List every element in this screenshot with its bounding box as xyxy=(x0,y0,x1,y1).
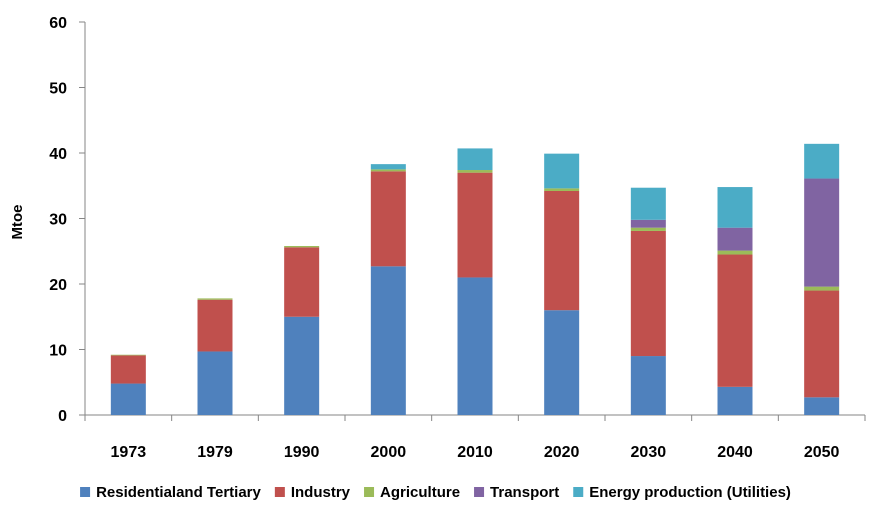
bar-segment xyxy=(197,298,233,300)
legend-item: Energy production (Utilities) xyxy=(573,484,791,501)
x-tick-label: 2000 xyxy=(371,444,407,461)
legend-swatch xyxy=(274,487,285,497)
y-tick-label: 60 xyxy=(49,15,67,32)
bars xyxy=(110,143,840,415)
x-tick-label: 1979 xyxy=(197,444,233,461)
x-tick-label: 1973 xyxy=(111,444,147,461)
bar-segment xyxy=(630,356,666,415)
bar-segment xyxy=(284,316,320,415)
legend-label: Agriculture xyxy=(380,484,460,501)
bar-segment xyxy=(370,164,406,170)
bar-segment xyxy=(717,254,753,387)
bar-segment xyxy=(110,355,146,384)
legend-item: Agriculture xyxy=(364,484,460,501)
bar-segment xyxy=(717,227,753,251)
bar-segment xyxy=(284,246,320,248)
bar-segment xyxy=(717,250,753,255)
x-tick-label: 1990 xyxy=(284,444,320,461)
legend-item: Industry xyxy=(274,484,351,501)
y-tick-label: 10 xyxy=(49,343,67,360)
bar-segment xyxy=(370,266,406,415)
bar-segment xyxy=(804,290,840,398)
legend-item: Transport xyxy=(474,484,559,501)
legend-swatch xyxy=(80,487,91,497)
legend-item: Residentialand Tertiary xyxy=(80,484,262,501)
bar-segment xyxy=(457,170,493,173)
bar-segment xyxy=(630,219,666,228)
legend-swatch xyxy=(474,487,485,497)
legend-label: Transport xyxy=(490,484,559,501)
bar-segment xyxy=(457,172,493,278)
bar-segment xyxy=(804,143,840,179)
legend-label: Industry xyxy=(291,484,351,501)
bar-segment xyxy=(370,169,406,172)
legend: Residentialand Tertiary Industry Agricultu… xyxy=(80,484,791,501)
y-tick-label: 0 xyxy=(58,408,67,425)
bar-segment xyxy=(284,247,320,317)
x-tick-label: 2030 xyxy=(631,444,667,461)
bar-segment xyxy=(457,277,493,415)
bar-segment xyxy=(197,351,233,415)
bar-segment xyxy=(717,187,753,228)
bar-segment xyxy=(370,171,406,267)
bar-segment xyxy=(630,227,666,231)
bar-segment xyxy=(457,148,493,171)
x-tick-label: 2020 xyxy=(544,444,580,461)
y-tick-label: 40 xyxy=(49,146,67,163)
bar-segment xyxy=(804,178,840,287)
bar-segment xyxy=(544,190,580,311)
bar-segment xyxy=(804,397,840,415)
bar-segment xyxy=(630,230,666,357)
x-tick-label: 2040 xyxy=(717,444,753,461)
bar-segment xyxy=(544,153,580,189)
y-tick-label: 30 xyxy=(49,212,67,229)
bar-segment xyxy=(544,188,580,191)
bar-segment xyxy=(804,286,840,291)
legend-swatch xyxy=(573,487,584,497)
legend-label: Residentialand Tertiary xyxy=(96,484,261,501)
bar-segment xyxy=(110,354,146,356)
x-tick-label: 2050 xyxy=(804,444,840,461)
bar-segment xyxy=(197,299,233,352)
bar-segment xyxy=(717,386,753,415)
bar-segment xyxy=(110,383,146,415)
bar-segment xyxy=(544,310,580,415)
x-tick-label: 2010 xyxy=(457,444,493,461)
legend-swatch xyxy=(364,487,375,497)
y-axis-label: Mtoe xyxy=(9,205,26,240)
y-tick-label: 50 xyxy=(49,81,67,98)
bar-segment xyxy=(630,187,666,220)
y-tick-label: 20 xyxy=(49,277,67,294)
legend-label: Energy production (Utilities) xyxy=(589,484,791,501)
